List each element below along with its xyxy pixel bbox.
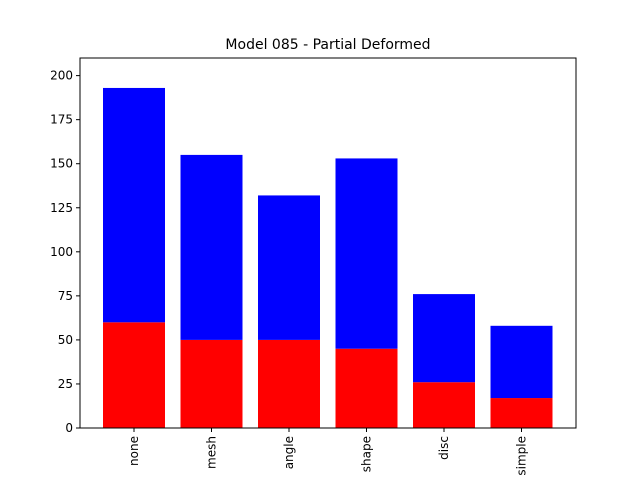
- x-tick-label: shape: [360, 436, 374, 472]
- y-tick-label: 175: [50, 113, 73, 127]
- bar-shape-segment-1: [335, 348, 398, 428]
- y-tick-label: 150: [50, 157, 73, 171]
- y-tick-label: 75: [58, 289, 73, 303]
- bar-mesh-segment-2: [180, 154, 243, 340]
- y-tick-label: 50: [58, 333, 73, 347]
- bar-none-segment-2: [103, 87, 165, 323]
- x-tick-label: mesh: [205, 436, 219, 469]
- bar-shape-segment-2: [335, 158, 398, 349]
- y-axis: 0 25 50 75 100 125 150 175 200: [50, 69, 80, 435]
- x-tick-label: disc: [437, 436, 451, 460]
- plot-frame: [79, 57, 577, 429]
- bar-simple-segment-1: [490, 398, 553, 428]
- bar-disc-segment-1: [413, 382, 475, 428]
- bars-group: [103, 87, 553, 428]
- bar-angle-segment-2: [258, 195, 320, 340]
- y-tick-label: 100: [50, 245, 73, 259]
- x-axis: none mesh angle shape disc simple: [127, 428, 529, 476]
- bar-angle-segment-1: [258, 339, 320, 428]
- x-tick-label: none: [127, 436, 141, 466]
- chart-title: Model 085 - Partial Deformed: [225, 37, 430, 53]
- y-tick-label: 25: [58, 377, 73, 391]
- y-tick-label: 200: [50, 69, 73, 83]
- bar-none-segment-1: [103, 322, 165, 428]
- y-tick-label: 125: [50, 201, 73, 215]
- x-tick-label: simple: [515, 436, 529, 476]
- x-tick-label: angle: [282, 436, 296, 469]
- bar-mesh-segment-1: [180, 339, 243, 428]
- bar-disc-segment-2: [413, 294, 475, 383]
- bar-simple-segment-2: [490, 325, 553, 399]
- y-tick-label: 0: [65, 421, 73, 435]
